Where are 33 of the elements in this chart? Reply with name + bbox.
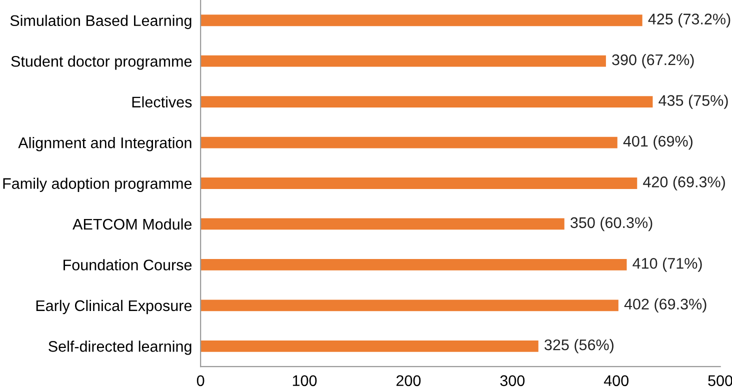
y-tick-label: Family adoption programme (3, 178, 192, 192)
data-label: 435 (75%) (658, 94, 728, 109)
x-tick-label: 200 (396, 375, 421, 386)
data-label: 401 (69%) (623, 135, 692, 150)
y-tick-label: Simulation Based Learning (10, 14, 192, 30)
bar (200, 218, 564, 230)
y-tick-label: Alignment and Integration (18, 137, 192, 152)
data-label: 410 (71%) (632, 258, 702, 272)
x-tick-label: 0 (196, 375, 204, 386)
bar (200, 259, 627, 270)
bar (200, 55, 606, 67)
data-label: 425 (73.2%) (648, 13, 730, 28)
bar (200, 96, 653, 108)
y-tick-label: Foundation Course (64, 259, 192, 270)
y-tick-label: Self-directed learning (48, 340, 192, 355)
bar (200, 136, 618, 148)
data-label: 420 (69.3%) (643, 176, 725, 190)
bar (200, 14, 642, 26)
data-label: 402 (69.3%) (624, 298, 706, 313)
x-tick-label: 500 (708, 375, 732, 386)
bar (200, 300, 618, 312)
y-tick-label: Early Clinical Exposure (36, 300, 192, 314)
x-tick-label: 100 (292, 375, 317, 386)
bar (200, 178, 638, 189)
data-label: 350 (60.3%) (570, 216, 652, 232)
x-tick-label: 300 (500, 375, 525, 386)
bar (200, 340, 538, 352)
y-tick-label: Student doctor programme (11, 56, 192, 70)
data-label: 325 (56%) (544, 339, 614, 354)
data-label: 390 (67.2%) (612, 54, 694, 68)
y-tick-label: Electives (132, 96, 192, 108)
x-tick-label: 400 (604, 375, 628, 386)
y-tick-label: AETCOM Module (72, 218, 192, 230)
